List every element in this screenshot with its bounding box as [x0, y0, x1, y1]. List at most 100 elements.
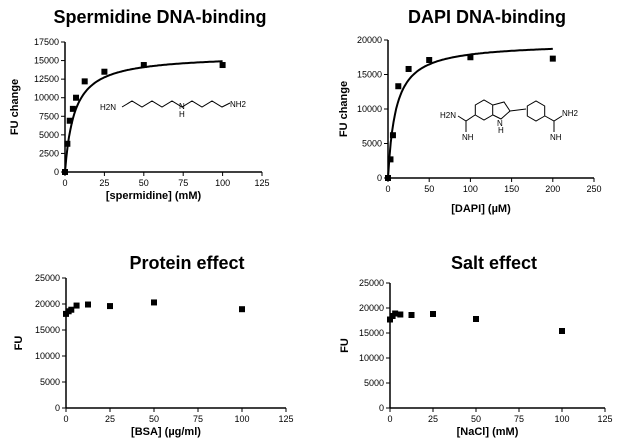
- data-point: [85, 301, 91, 308]
- amidine-right-bonds: [544, 115, 563, 132]
- molecule-structure: H2N NH NH NH2 NH: [440, 99, 579, 142]
- data-point: [426, 57, 433, 64]
- x-tick-label: 250: [586, 184, 601, 194]
- x-axis-label: [BSA] (µg/ml): [131, 426, 201, 438]
- x-tick-label: 125: [278, 414, 293, 424]
- data-point: [151, 299, 157, 306]
- x-tick-label: 200: [545, 184, 560, 194]
- chart-title: Spermidine DNA-binding: [54, 7, 267, 27]
- y-tick-label: 12500: [34, 74, 59, 84]
- y-tick-label: 7500: [39, 111, 59, 121]
- amidine-left-bonds: [457, 114, 476, 132]
- y-axis-label: FU: [339, 338, 351, 353]
- y-tick-label: 0: [54, 167, 59, 177]
- data-point: [405, 65, 412, 72]
- x-tick-label: 125: [254, 178, 269, 188]
- x-tick-label: 0: [62, 178, 67, 188]
- data-point: [69, 105, 76, 112]
- data-point: [392, 310, 399, 317]
- y-tick-label: 10000: [359, 353, 384, 363]
- y-tick-label: 25000: [35, 273, 60, 283]
- biaryl-bond: [509, 108, 527, 112]
- fit-curve: [387, 47, 553, 179]
- data-point: [467, 54, 474, 61]
- data-point: [73, 94, 80, 101]
- data-point: [140, 62, 147, 69]
- data-point: [385, 175, 391, 181]
- data-point: [107, 303, 113, 310]
- x-tick-label: 50: [471, 414, 481, 424]
- data-point: [395, 83, 402, 90]
- x-tick-label: 25: [428, 414, 438, 424]
- y-tick-label: 15000: [35, 325, 60, 335]
- x-tick-label: 125: [597, 414, 612, 424]
- x-tick-label: 100: [234, 414, 249, 424]
- y-tick-label: 5000: [40, 377, 60, 387]
- y-tick-label: 25000: [359, 278, 384, 288]
- y-tick-label: 0: [377, 173, 382, 183]
- data-point: [239, 306, 245, 313]
- data-point: [430, 311, 436, 317]
- y-tick-label: 0: [379, 403, 384, 413]
- data-point: [397, 311, 404, 318]
- chart-panel: Protein effect 0 5000 10000 15000 20000 25000 0…: [13, 253, 294, 438]
- chart-panels: Spermidine DNA-binding025005000750010000…: [9, 7, 613, 438]
- y-tick-label: 15000: [34, 56, 59, 66]
- y-tick-label: 0: [55, 403, 60, 413]
- molecule-label: H: [179, 110, 185, 119]
- x-tick-label: 50: [424, 184, 434, 194]
- y-axis-label: FU: [13, 336, 25, 351]
- x-tick-label: 150: [504, 184, 519, 194]
- y-tick-label: 5000: [39, 130, 59, 140]
- y-tick-label: 10000: [34, 93, 59, 103]
- data-point: [549, 55, 556, 62]
- chart-panel: DAPI DNA-binding 0 5000 10000 15000 20000 0 50 1…: [338, 7, 602, 215]
- spermidine-bond-path: [121, 100, 231, 108]
- y-tick-label: 20000: [35, 299, 60, 309]
- x-tick-label: 75: [178, 178, 188, 188]
- x-tick-label: 75: [514, 414, 524, 424]
- y-axis-label: FU change: [338, 81, 350, 137]
- y-tick-label: 5000: [364, 378, 384, 388]
- data-point: [559, 328, 565, 334]
- x-axis-label: [spermidine] (mM): [106, 190, 202, 202]
- x-tick-label: 0: [387, 414, 392, 424]
- data-point: [101, 68, 108, 75]
- y-tick-label: 5000: [362, 139, 382, 149]
- chart-panel: Spermidine DNA-binding 0 2500 5000 7500 10000…: [9, 7, 270, 202]
- y-tick-label: 20000: [357, 35, 382, 45]
- data-point: [219, 62, 226, 69]
- chart-title: Protein effect: [129, 253, 244, 273]
- data-point: [73, 302, 80, 309]
- y-tick-label: 10000: [35, 351, 60, 361]
- data-point: [389, 132, 396, 139]
- data-point: [408, 312, 415, 318]
- chart-panel: Salt effect 0 5000 10000 15000 20000 25000 0 25 5…: [339, 253, 613, 438]
- y-tick-label: 15000: [357, 70, 382, 80]
- molecule-label: NH2: [230, 100, 247, 109]
- data-point: [62, 169, 68, 175]
- x-axis-label: [NaCl] (mM): [457, 426, 519, 438]
- x-tick-label: 100: [463, 184, 478, 194]
- molecule-structure: H2N NH NH2: [100, 100, 247, 119]
- data-point: [68, 306, 75, 313]
- indole-benzene-ring: [474, 99, 494, 121]
- data-point: [81, 78, 88, 85]
- y-tick-label: 2500: [39, 148, 59, 158]
- y-tick-label: 15000: [359, 328, 384, 338]
- x-tick-label: 50: [149, 414, 159, 424]
- y-tick-label: 17500: [34, 37, 59, 47]
- molecule-label: H: [498, 126, 504, 135]
- molecule-label: N: [179, 102, 185, 111]
- molecule-label: NH2: [562, 109, 579, 118]
- chart-title: Salt effect: [451, 253, 537, 273]
- data-point: [64, 140, 71, 147]
- y-tick-label: 10000: [357, 104, 382, 114]
- data-point: [473, 316, 479, 322]
- molecule-label: H2N: [440, 111, 456, 120]
- x-tick-label: 100: [215, 178, 230, 188]
- x-tick-label: 25: [105, 414, 115, 424]
- data-point: [66, 117, 73, 124]
- x-tick-label: 25: [99, 178, 109, 188]
- chart-title: DAPI DNA-binding: [408, 7, 566, 27]
